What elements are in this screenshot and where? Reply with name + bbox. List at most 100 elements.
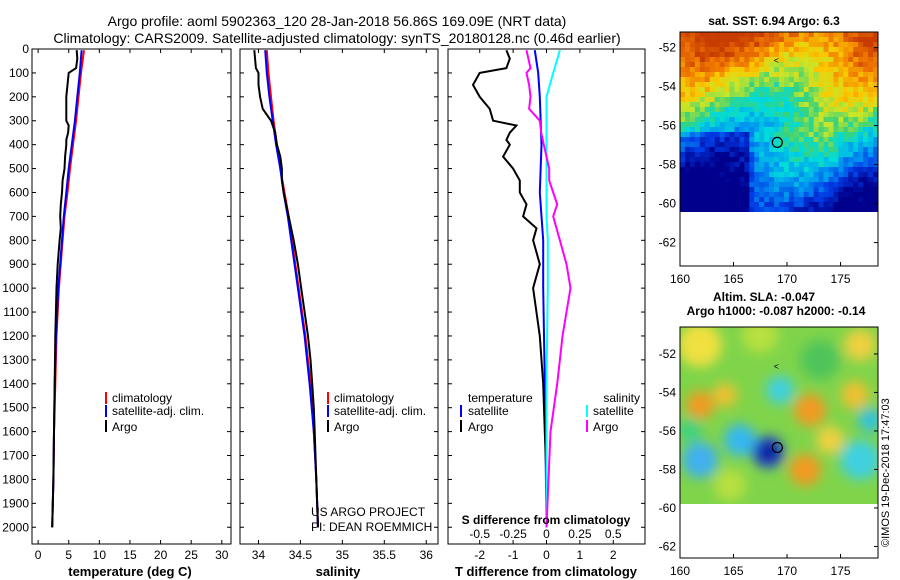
series-line-temperature-argo bbox=[471, 49, 548, 528]
legend-climatology-label: climatology bbox=[112, 391, 172, 405]
map-x-tick-label: 160 bbox=[670, 564, 690, 578]
y-tick-label: 2000 bbox=[2, 520, 29, 534]
salinity-panel bbox=[239, 48, 439, 545]
temperature-legend: climatology satellite-adj. clim. Argo bbox=[105, 391, 204, 434]
map-y-tick-label: -56 bbox=[659, 424, 677, 438]
x-tick-label: 20 bbox=[154, 548, 168, 562]
x-tick-label: 0 bbox=[543, 548, 550, 562]
x-tick-label: 15 bbox=[123, 548, 137, 562]
map-y-tick-label: -52 bbox=[659, 41, 677, 55]
map-x-tick-label: 170 bbox=[777, 564, 797, 578]
x-tick-label: -1 bbox=[508, 548, 519, 562]
y-tick-label: 900 bbox=[9, 257, 29, 271]
y-tick-label: 100 bbox=[9, 66, 29, 80]
legend-argo-label: Argo bbox=[112, 420, 138, 434]
y-tick-label: 1200 bbox=[2, 329, 29, 343]
legend-temp-argo-label: Argo bbox=[468, 420, 494, 434]
map-y-tick-label: -62 bbox=[659, 539, 677, 553]
sla-map-subtitle: Argo h1000: -0.087 h2000: -0.14 bbox=[687, 304, 866, 318]
y-tick-label: 600 bbox=[9, 185, 29, 199]
s-diff-tick-label: 0 bbox=[543, 527, 550, 541]
x-tick-label: 34 bbox=[252, 548, 266, 562]
map-x-tick-label: 165 bbox=[723, 564, 743, 578]
legend-sal-satellite-label: satellite bbox=[593, 404, 634, 418]
series-line-satellite-adj-clim- bbox=[264, 50, 319, 528]
x-tick-label: 10 bbox=[93, 548, 107, 562]
map-y-tick-label: -54 bbox=[659, 385, 677, 399]
x-tick-label: 25 bbox=[185, 548, 199, 562]
series-line-salinity-satellite bbox=[545, 49, 561, 528]
profile-location-marker bbox=[771, 136, 783, 148]
y-tick-label: 200 bbox=[9, 90, 29, 104]
x-tick-label: 34.5 bbox=[289, 548, 313, 562]
s-difference-axis-label: S difference from climatology bbox=[462, 513, 631, 527]
difference-plot: -2 -1 0 1 2 -0.5 -0.25 0 0.25 0.5 bbox=[448, 48, 645, 562]
figure-title-line1: Argo profile: aoml 5902363_120 28-Jan-20… bbox=[108, 13, 567, 29]
temperature-panel bbox=[31, 48, 232, 545]
figure-title-line2: Climatology: CARS2009. Satellite-adjuste… bbox=[53, 30, 620, 46]
map-y-tick-label: -56 bbox=[659, 119, 677, 133]
sla-map-title: Altim. SLA: -0.047 bbox=[713, 290, 815, 304]
y-tick-label: 1000 bbox=[2, 281, 29, 295]
x-tick-label: 35 bbox=[336, 548, 350, 562]
sst-map-image bbox=[680, 32, 878, 212]
y-tick-label: 0 bbox=[22, 42, 29, 56]
legend-temperature-header: temperature bbox=[468, 391, 533, 405]
salinity-legend: climatology satellite-adj. clim. Argo bbox=[327, 391, 426, 434]
x-tick-label: 0 bbox=[35, 548, 42, 562]
x-tick-label: 35.5 bbox=[373, 548, 397, 562]
s-diff-tick-label: -0.5 bbox=[469, 527, 490, 541]
t-difference-axis-label: T difference from climatology bbox=[455, 564, 638, 579]
y-tick-label: 1500 bbox=[2, 401, 29, 415]
s-diff-tick-label: 0.25 bbox=[568, 527, 592, 541]
map-y-tick-label: -60 bbox=[659, 501, 677, 515]
legend-satellite-label: satellite-adj. clim. bbox=[334, 404, 426, 418]
sst-map-title: sat. SST: 6.94 Argo: 6.3 bbox=[708, 14, 840, 28]
y-tick-label: 1900 bbox=[2, 496, 29, 510]
x-tick-label: -2 bbox=[474, 548, 485, 562]
temperature-axis-label: temperature (deg C) bbox=[68, 564, 192, 579]
y-tick-label: 1800 bbox=[2, 472, 29, 486]
temperature-plot: 0100200300400500600700800900100011001200… bbox=[2, 42, 231, 562]
map-y-tick-label: -58 bbox=[659, 158, 677, 172]
map-x-tick-label: 175 bbox=[831, 272, 851, 286]
y-tick-label: 1400 bbox=[2, 377, 29, 391]
map-y-tick-label: -62 bbox=[659, 236, 677, 250]
y-tick-label: 300 bbox=[9, 114, 29, 128]
series-line-argo bbox=[253, 50, 319, 528]
x-tick-label: 1 bbox=[577, 548, 584, 562]
sst-map-frame bbox=[679, 31, 879, 267]
x-tick-label: 5 bbox=[65, 548, 72, 562]
track-marker: ˂ bbox=[774, 55, 779, 65]
series-line-argo bbox=[51, 50, 79, 528]
y-tick-label: 800 bbox=[9, 233, 29, 247]
y-tick-label: 500 bbox=[9, 162, 29, 176]
s-diff-tick-label: -0.25 bbox=[499, 527, 527, 541]
y-tick-label: 1300 bbox=[2, 353, 29, 367]
legend-argo-label: Argo bbox=[334, 420, 360, 434]
s-diff-tick-label: 0.5 bbox=[605, 527, 622, 541]
sla-map-axes: 160 165 170 175 -52 -54 -56 -58 -60 -62 ˂ bbox=[659, 347, 878, 578]
x-tick-label: 30 bbox=[215, 548, 229, 562]
map-x-tick-label: 160 bbox=[670, 272, 690, 286]
map-y-tick-label: -58 bbox=[659, 462, 677, 476]
legend-sal-argo-label: Argo bbox=[593, 420, 619, 434]
series-line-temperature-satellite bbox=[533, 50, 548, 528]
difference-legend: temperature salinity satellite Argo sate… bbox=[460, 391, 640, 434]
legend-satellite-label: satellite-adj. clim. bbox=[112, 404, 204, 418]
y-tick-label: 1700 bbox=[2, 449, 29, 463]
series-line-salinity-argo bbox=[525, 49, 572, 528]
y-tick-label: 400 bbox=[9, 138, 29, 152]
legend-climatology-label: climatology bbox=[334, 391, 394, 405]
sla-map-frame bbox=[679, 326, 879, 559]
map-y-tick-label: -60 bbox=[659, 197, 677, 211]
y-tick-label: 1600 bbox=[2, 425, 29, 439]
legend-temp-satellite-label: satellite bbox=[468, 404, 509, 418]
credit-project: US ARGO PROJECT bbox=[311, 505, 426, 519]
map-y-tick-label: -54 bbox=[659, 80, 677, 94]
y-tick-label: 1100 bbox=[3, 305, 29, 319]
map-y-tick-label: -52 bbox=[659, 347, 677, 361]
y-tick-label: 700 bbox=[9, 209, 29, 223]
map-x-tick-label: 165 bbox=[723, 272, 743, 286]
